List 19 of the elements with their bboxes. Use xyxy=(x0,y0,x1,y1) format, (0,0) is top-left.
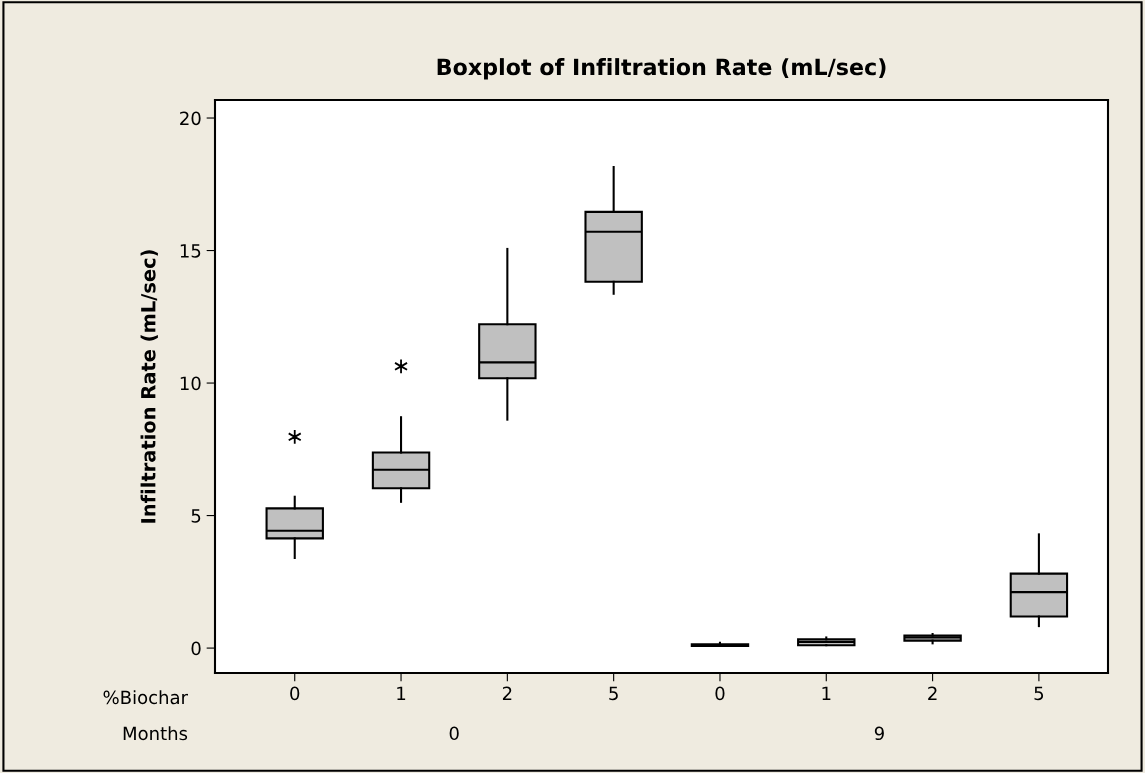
chart-title: Boxplot of Infiltration Rate (mL/sec) xyxy=(437,58,886,80)
x-tick-label: 0 xyxy=(290,686,300,701)
text: %Biochar xyxy=(103,690,188,705)
x-tick-label: 5 xyxy=(1034,686,1044,701)
y-tick-label: 10 xyxy=(180,376,201,391)
text: Months xyxy=(123,726,188,741)
x-tick-label: 5 xyxy=(609,686,618,701)
y-tick-label: 20 xyxy=(180,111,201,126)
x-tick-label: 1 xyxy=(397,686,406,700)
x-tick-label: 2 xyxy=(502,686,512,700)
y-axis-title: Infiltration Rate (mL/sec) xyxy=(140,250,158,523)
text: 0 xyxy=(449,726,459,741)
y-tick-label: 15 xyxy=(180,244,201,258)
y-tick-label: 5 xyxy=(191,509,201,523)
x-tick-label: 1 xyxy=(822,686,831,700)
text: 9 xyxy=(874,726,884,741)
y-tick-label: 0 xyxy=(191,641,201,656)
x-tick-label: 2 xyxy=(928,686,937,700)
x-tick-label: 0 xyxy=(715,686,725,701)
